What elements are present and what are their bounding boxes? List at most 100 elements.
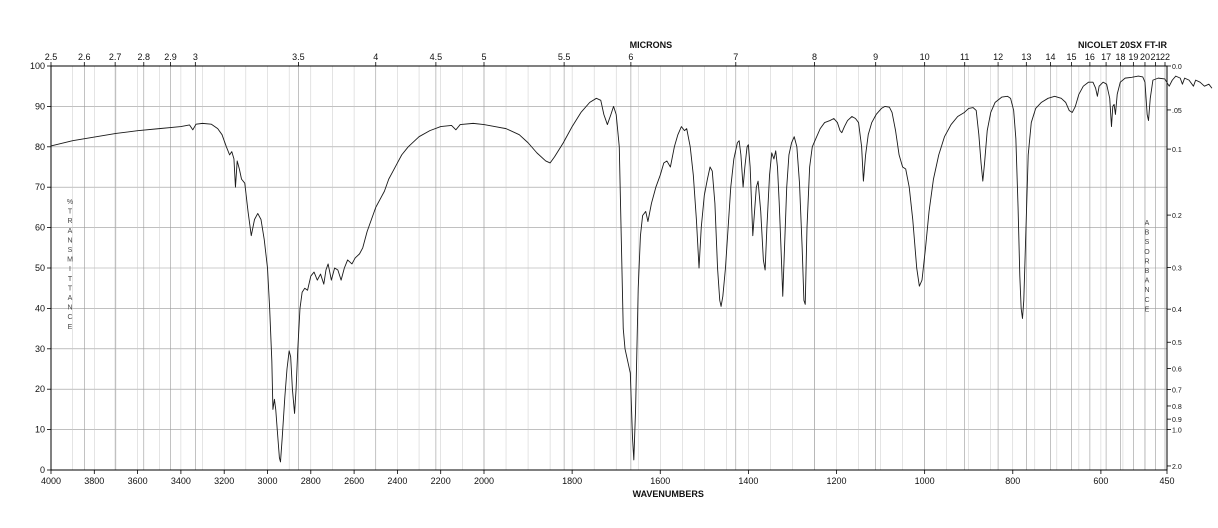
- y-tick-label: 90: [35, 101, 45, 111]
- left-axis-letter: %: [67, 199, 73, 206]
- micron-tick-label: 2.6: [78, 52, 91, 62]
- micron-tick-label: 12: [993, 52, 1003, 62]
- left-axis-letter: I: [69, 266, 71, 273]
- x-tick-label: 2400: [387, 476, 407, 486]
- micron-tick-label: 20: [1140, 52, 1150, 62]
- micron-tick-label: 4.5: [430, 52, 443, 62]
- y-tick-label: 0: [40, 465, 45, 475]
- right-axis-letter: B: [1145, 268, 1150, 275]
- x-tick-label: 450: [1159, 476, 1174, 486]
- label-layer: MICRONS NICOLET 20SX FT-IR WAVENUMBERS %…: [67, 40, 1168, 499]
- y-tick-label: 50: [35, 263, 45, 273]
- micron-tick-label: 21: [1150, 52, 1160, 62]
- micron-tick-label: 2.8: [138, 52, 151, 62]
- grid-layer: [50, 65, 1168, 471]
- right-axis-letter: B: [1145, 230, 1150, 237]
- absorbance-tick-label: 0.8: [1172, 404, 1182, 411]
- micron-tick-label: 16: [1085, 52, 1095, 62]
- tick-layer: 0 10 20 30 40 50 60 70 80 90 100 4000 3800 3600 3400 32…: [30, 52, 1182, 486]
- y-tick-label: 20: [35, 384, 45, 394]
- right-axis-letter: A: [1145, 220, 1150, 227]
- x-tick-label: 600: [1093, 476, 1108, 486]
- left-axis-letter: T: [68, 285, 73, 292]
- x-tick-label: 3600: [128, 476, 148, 486]
- absorbance-tick-label: 0.0: [1172, 64, 1182, 71]
- micron-tick-label: 14: [1046, 52, 1056, 62]
- x-tick-label: 1200: [827, 476, 847, 486]
- left-axis-letter: N: [67, 305, 72, 312]
- y-tick-label: 30: [35, 344, 45, 354]
- micron-tick-label: 13: [1021, 52, 1031, 62]
- absorbance-tick-label: 0.9: [1172, 417, 1182, 424]
- absorbance-tick-label: 0.7: [1172, 387, 1182, 394]
- right-axis-letter: A: [1145, 278, 1150, 285]
- absorbance-tick-label: 0.4: [1172, 307, 1182, 314]
- left-axis-letter: A: [68, 228, 73, 235]
- left-axis-letter: E: [68, 324, 73, 331]
- left-axis-letter: N: [67, 237, 72, 244]
- x-tick-label: 1000: [915, 476, 935, 486]
- y-tick-label: 100: [30, 61, 45, 71]
- y-tick-label: 60: [35, 223, 45, 233]
- absorbance-tick-label: 1.0: [1172, 428, 1182, 435]
- left-axis-letter: M: [67, 257, 73, 264]
- micron-tick-label: 22: [1160, 52, 1170, 62]
- micron-tick-label: 10: [920, 52, 930, 62]
- x-tick-label: 2200: [431, 476, 451, 486]
- x-tick-label: 3000: [257, 476, 277, 486]
- micron-tick-label: 19: [1128, 52, 1138, 62]
- x-tick-label: 1600: [650, 476, 670, 486]
- top-axis-title: MICRONS: [630, 40, 673, 50]
- right-axis-letter: C: [1144, 297, 1149, 304]
- y-tick-label: 40: [35, 303, 45, 313]
- micron-tick-label: 2.5: [45, 52, 58, 62]
- micron-tick-label: 5: [481, 52, 486, 62]
- right-axis-letter: O: [1144, 249, 1150, 256]
- right-axis-letter: R: [1144, 258, 1149, 265]
- absorbance-tick-label: 0.6: [1172, 367, 1182, 374]
- right-axis-letter: E: [1145, 306, 1150, 313]
- absorbance-tick-label: 0.3: [1172, 266, 1182, 273]
- absorbance-tick-label: 0.1: [1172, 147, 1182, 154]
- left-axis-letter: S: [68, 247, 73, 254]
- x-tick-label: 1800: [562, 476, 582, 486]
- left-axis-letter: T: [68, 209, 73, 216]
- right-axis-letter: N: [1144, 287, 1149, 294]
- micron-tick-label: 2.7: [109, 52, 122, 62]
- micron-tick-label: 3.5: [292, 52, 305, 62]
- right-axis-letter: S: [1145, 239, 1150, 246]
- left-axis-letter: R: [67, 218, 72, 225]
- spectrum-trace: [50, 75, 1213, 463]
- instrument-label: NICOLET 20SX FT-IR: [1078, 40, 1168, 50]
- x-tick-label: 2000: [474, 476, 494, 486]
- x-tick-label: 800: [1005, 476, 1020, 486]
- x-tick-label: 3400: [171, 476, 191, 486]
- micron-tick-label: 5.5: [558, 52, 571, 62]
- left-axis-letter: T: [68, 276, 73, 283]
- absorbance-tick-label: 0.5: [1172, 340, 1182, 347]
- micron-tick-label: 4: [373, 52, 378, 62]
- micron-tick-label: 15: [1067, 52, 1077, 62]
- left-axis-letter: C: [67, 314, 72, 321]
- micron-tick-label: 2.9: [164, 52, 177, 62]
- absorbance-tick-label: 2.0: [1172, 464, 1182, 471]
- absorbance-tick-label: .05: [1172, 108, 1182, 115]
- micron-tick-label: 17: [1101, 52, 1111, 62]
- absorbance-tick-label: 0.2: [1172, 213, 1182, 220]
- micron-tick-label: 9: [873, 52, 878, 62]
- micron-tick-label: 8: [812, 52, 817, 62]
- x-tick-label: 1400: [738, 476, 758, 486]
- series-layer: [50, 75, 1213, 463]
- y-tick-label: 80: [35, 142, 45, 152]
- x-tick-label: 2600: [344, 476, 364, 486]
- micron-tick-label: 7: [733, 52, 738, 62]
- micron-tick-label: 6: [628, 52, 633, 62]
- y-tick-label: 70: [35, 182, 45, 192]
- x-tick-label: 2800: [301, 476, 321, 486]
- x-tick-label: 4000: [41, 476, 61, 486]
- x-tick-label: 3200: [214, 476, 234, 486]
- left-axis-letter: A: [68, 295, 73, 302]
- x-tick-label: 3800: [84, 476, 104, 486]
